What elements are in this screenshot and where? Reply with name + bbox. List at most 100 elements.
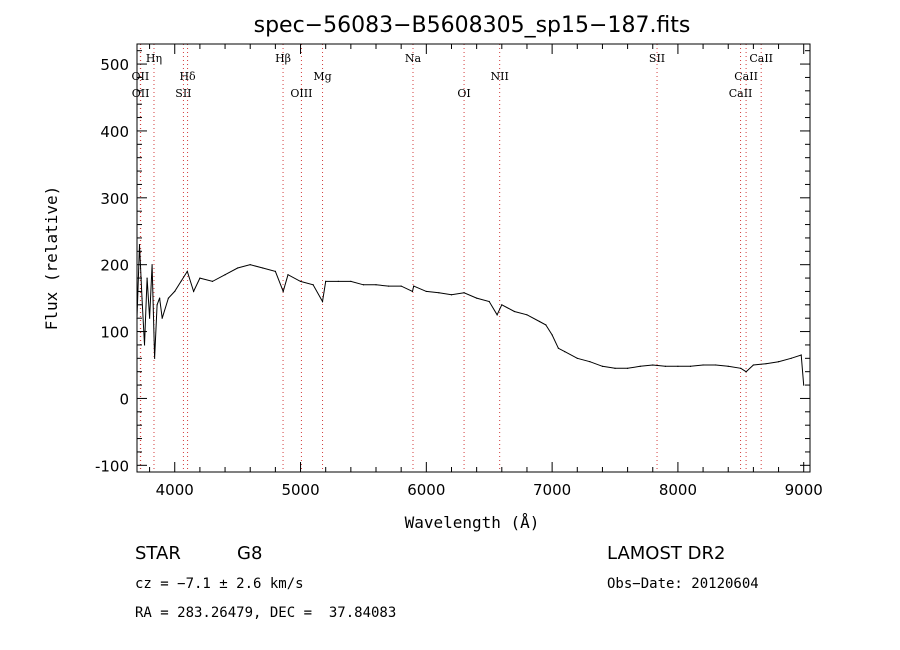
line-marker-label-4: SII	[175, 87, 191, 100]
data-point	[803, 384, 805, 386]
data-point	[501, 304, 503, 306]
data-point	[337, 280, 339, 283]
series-layer	[136, 244, 805, 386]
data-point	[156, 304, 158, 306]
object-subclass: G8	[237, 543, 263, 564]
data-point	[689, 365, 692, 367]
data-point	[138, 244, 141, 246]
data-point	[211, 280, 214, 283]
data-point	[664, 365, 666, 367]
data-point	[148, 317, 151, 319]
line-marker-label-8: Na	[405, 52, 422, 65]
y-tick-label: -100	[95, 457, 129, 475]
plot-frame	[136, 43, 811, 473]
data-point	[800, 354, 802, 356]
data-point	[752, 364, 754, 366]
data-point	[496, 314, 498, 316]
data-point	[564, 351, 566, 353]
data-point	[576, 357, 578, 359]
data-point	[513, 310, 515, 313]
data-point	[375, 284, 377, 286]
data-point	[777, 361, 780, 363]
y-tick-label: 500	[100, 56, 129, 74]
data-point	[745, 371, 747, 373]
chart-title: spec−56083−B5608305_sp15−187.fits	[254, 13, 691, 38]
data-point	[589, 361, 591, 363]
data-point	[159, 297, 161, 299]
data-point	[727, 365, 729, 367]
data-point	[154, 357, 156, 359]
x-axis-label: Wavelength (Å)	[405, 513, 540, 532]
line-marker-label-14: CaII	[729, 87, 753, 100]
line-marker-label-9: OI	[457, 87, 470, 100]
data-point	[614, 367, 616, 369]
line-marker-label-10: NII	[491, 70, 509, 83]
data-point	[167, 297, 170, 299]
data-point	[526, 314, 528, 316]
data-point	[425, 290, 427, 293]
data-point	[411, 290, 414, 293]
y-tick-label: 100	[100, 324, 129, 342]
data-point	[702, 364, 704, 366]
data-point	[463, 292, 465, 294]
data-point	[186, 270, 188, 272]
data-point	[143, 344, 146, 346]
data-point	[287, 274, 289, 276]
data-point	[282, 290, 284, 293]
data-point	[551, 334, 553, 336]
x-tick-label: 5000	[281, 481, 319, 499]
line-marker-label-3: Hδ	[179, 70, 196, 83]
data-point	[765, 363, 767, 365]
sky-coordinates: RA = 283.26479, DEC = 37.84083	[135, 605, 397, 621]
data-point	[141, 297, 143, 299]
line-marker-label-12: CaII	[749, 52, 773, 65]
y-tick-label: 200	[100, 257, 129, 275]
data-point	[146, 277, 148, 279]
data-point	[362, 284, 365, 286]
line-marker-label-7: Mg	[313, 70, 331, 83]
data-point	[161, 317, 163, 319]
x-tick-label: 4000	[156, 481, 194, 499]
data-point	[677, 365, 679, 367]
data-point	[274, 270, 276, 272]
object-class: STAR	[135, 543, 181, 564]
data-point	[601, 365, 604, 367]
data-point	[249, 264, 251, 266]
data-point	[350, 280, 352, 283]
y-tick-label: 300	[100, 190, 129, 208]
data-point	[545, 324, 547, 326]
x-tick-label: 7000	[533, 481, 571, 499]
data-point	[538, 320, 541, 323]
data-point	[639, 365, 641, 367]
data-point	[174, 290, 176, 293]
line-marker-label-1: OII	[132, 87, 150, 100]
series-line-0	[136, 244, 805, 386]
data-point	[438, 292, 440, 294]
data-point	[557, 347, 560, 349]
data-point	[387, 285, 390, 287]
x-tick-label: 8000	[659, 481, 697, 499]
line-marker-label-13: CaII	[734, 70, 758, 83]
line-marker-label-2: Hη	[146, 52, 162, 65]
axis-ticks: 4000 5000 6000 7000 8000 9000 -100 0 100 200 300 40…	[95, 44, 823, 499]
data-point	[312, 284, 314, 286]
line-marker-label-6: OIII	[290, 87, 312, 100]
data-point	[180, 280, 182, 283]
data-point	[262, 267, 264, 269]
survey-name: LAMOST DR2	[607, 543, 726, 564]
observation-date: Obs−Date: 20120604	[607, 576, 759, 592]
y-axis-label: Flux (relative)	[42, 186, 61, 331]
data-point	[450, 294, 453, 296]
data-point	[740, 367, 742, 369]
data-point	[488, 300, 490, 303]
data-point	[400, 285, 402, 287]
data-point	[790, 357, 792, 359]
data-point	[413, 285, 415, 287]
y-tick-label: 400	[100, 123, 129, 141]
data-point	[237, 267, 239, 269]
redshift-velocity: cz = −7.1 ± 2.6 km/s	[135, 576, 304, 592]
data-point	[325, 280, 327, 283]
line-marker-label-5: Hβ	[275, 52, 291, 65]
